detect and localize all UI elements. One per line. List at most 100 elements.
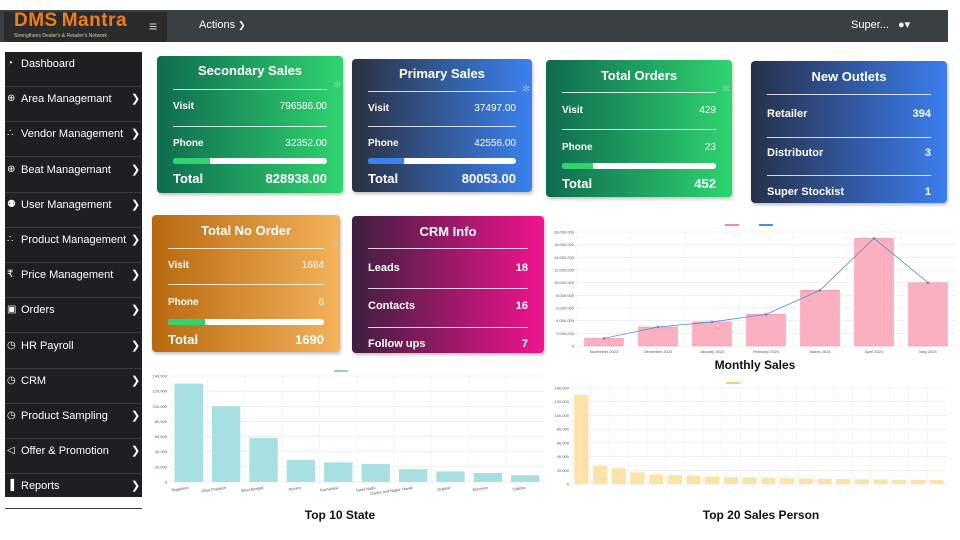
bar bbox=[361, 463, 390, 482]
x-tick-label: West Bengal bbox=[241, 485, 264, 493]
bar bbox=[800, 290, 840, 347]
y-tick-label: 40,000 bbox=[557, 454, 570, 459]
visit-label: Visit bbox=[168, 260, 189, 271]
progress-fill bbox=[562, 163, 593, 169]
y-tick-label: 60,000 bbox=[557, 440, 570, 445]
line-point bbox=[872, 237, 876, 240]
y-tick-label: 0 bbox=[165, 480, 168, 485]
sidebar-item-label: Offer & Promotion bbox=[21, 445, 109, 458]
card-title: Total Orders bbox=[600, 68, 678, 83]
progress-bar bbox=[368, 158, 516, 164]
sidebar-item-hr-payroll[interactable]: ◷ HR Payroll ❯ bbox=[5, 334, 142, 369]
chevron-right-icon: ❯ bbox=[131, 304, 141, 317]
y-tick-label: 80,000 bbox=[557, 427, 570, 432]
bar bbox=[908, 282, 948, 347]
y-tick-label: 20,000 bbox=[557, 468, 570, 473]
sidebar-item-user-management[interactable]: ⚉ User Management ❯ bbox=[5, 193, 142, 228]
total-value: 80053.00 bbox=[461, 171, 516, 186]
legend-swatch bbox=[334, 370, 348, 372]
sidebar-item-orders[interactable]: ▣ Orders ❯ bbox=[5, 298, 142, 334]
actions-menu[interactable]: Actions ❯ bbox=[199, 19, 246, 31]
y-tick-label: 14,000,000 bbox=[554, 255, 575, 260]
distributor-value: 3 bbox=[924, 147, 931, 159]
visit-label: Visit bbox=[368, 103, 389, 114]
total-label: Total bbox=[173, 171, 204, 186]
bar bbox=[630, 472, 645, 484]
divider bbox=[368, 248, 528, 249]
clock-icon: ◷ bbox=[7, 410, 16, 421]
y-tick-label: 80,000 bbox=[155, 419, 168, 424]
sidebar-item-price-management[interactable]: ₹ Price Management ❯ bbox=[5, 263, 142, 299]
followups-value: 7 bbox=[521, 338, 528, 350]
y-tick-label: 16,000,000 bbox=[554, 242, 575, 247]
phone-label: Phone bbox=[562, 142, 593, 153]
retailer-label: Retailer bbox=[767, 108, 808, 120]
bar bbox=[892, 479, 907, 484]
bullhorn-icon: ◁ bbox=[7, 445, 15, 457]
sidebar-item-offer-promotion[interactable]: ◁ Offer & Promotion ❯ bbox=[5, 439, 142, 475]
y-tick-label: 100,000 bbox=[555, 413, 570, 418]
sitemap-icon: ∴ bbox=[7, 234, 14, 245]
sidebar-item-label: Beat Managemant bbox=[21, 163, 111, 176]
y-tick-label: 10,000,000 bbox=[554, 280, 575, 285]
super-stockist-value: 1 bbox=[924, 186, 931, 198]
sidebar-item-label: Product Sampling bbox=[21, 410, 108, 422]
total-no-order-card: Total No Order Visit 1684 Phone 6 Total … bbox=[152, 215, 340, 352]
sidebar-item-beat-managemant[interactable]: ⊕ Beat Managemant ❯ bbox=[5, 158, 142, 193]
y-tick-label: 140,000 bbox=[555, 386, 570, 391]
total-orders-card: Total Orders Visit 429 Phone 23 Total 45… bbox=[546, 60, 732, 197]
divider bbox=[562, 92, 716, 93]
contacts-label: Contacts bbox=[368, 300, 416, 312]
bar bbox=[910, 479, 926, 484]
bar bbox=[473, 472, 503, 482]
sidebar-item-area-managemant[interactable]: ⊕ Area Managemant ❯ bbox=[5, 87, 142, 123]
sidebar-item-crm[interactable]: ◷ CRM ❯ bbox=[5, 369, 142, 404]
sidebar: ◔ Dashboard ⊕ Area Managemant ❯ ∴ Vendor Manag… bbox=[5, 52, 142, 510]
x-tick-label: Nagaland bbox=[171, 485, 189, 492]
x-tick-label: November 2023 bbox=[590, 349, 619, 354]
leads-value: 18 bbox=[515, 262, 528, 274]
bar bbox=[742, 477, 757, 484]
y-tick-label: 140,000 bbox=[153, 374, 168, 379]
sidebar-item-label: Area Managemant bbox=[21, 93, 112, 106]
x-tick-label: Uttar Pradesh bbox=[201, 485, 226, 493]
total-value: 452 bbox=[694, 176, 716, 191]
y-tick-label: 6,000,000 bbox=[556, 306, 575, 311]
sidebar-item-label: CRM bbox=[21, 374, 47, 387]
x-tick-label: Dadra and Nagar Haveli bbox=[370, 485, 413, 496]
card-title: Primary Sales bbox=[398, 66, 485, 81]
chevron-right-icon: ❯ bbox=[131, 198, 141, 211]
x-tick-label: Mizoram bbox=[472, 485, 489, 492]
sidebar-item-label: Price Management bbox=[21, 269, 114, 282]
money-icon: ▣ bbox=[7, 304, 17, 316]
monthly-sales-title: Monthly Sales bbox=[714, 358, 796, 372]
progress-bar bbox=[562, 163, 716, 169]
bar bbox=[779, 478, 795, 484]
hamburger-icon[interactable]: ≡ bbox=[149, 18, 158, 34]
x-tick-label: Assam bbox=[288, 485, 301, 492]
brand-logo[interactable]: DMS Mantra Strengthens Dealer's & Retaile… bbox=[4, 10, 167, 42]
user-icon[interactable]: ●▾ bbox=[898, 19, 911, 31]
y-tick-label: 4,000,000 bbox=[556, 318, 575, 323]
bar bbox=[873, 479, 888, 484]
x-tick-label: March 2024 bbox=[809, 349, 831, 354]
y-tick-label: 0 bbox=[567, 482, 570, 487]
bar bbox=[854, 479, 869, 484]
divider bbox=[368, 126, 516, 127]
chevron-right-icon: ❯ bbox=[131, 339, 141, 352]
phone-label: Phone bbox=[368, 138, 399, 149]
sidebar-item-product-sampling[interactable]: ◷ Product Sampling ❯ bbox=[5, 404, 142, 439]
sidebar-item-product-management[interactable]: ∴ Product Management ❯ bbox=[5, 228, 142, 263]
sidebar-item-dashboard[interactable]: ◔ Dashboard bbox=[5, 52, 142, 87]
bar bbox=[705, 476, 720, 484]
y-tick-label: 12,000,000 bbox=[554, 268, 575, 273]
sidebar-item-vendor-management[interactable]: ∴ Vendor Management ❯ bbox=[5, 122, 142, 158]
total-label: Total bbox=[368, 171, 399, 186]
user-name[interactable]: Super... bbox=[851, 19, 889, 31]
sidebar-item-reports[interactable]: ▐ Reports ❯ bbox=[5, 474, 142, 510]
divider bbox=[767, 175, 931, 176]
total-value: 828938.00 bbox=[265, 171, 327, 186]
bar bbox=[324, 462, 353, 482]
sidebar-item-label: Dashboard bbox=[21, 58, 75, 70]
secondary-sales-card: Secondary Sales Visit 796586.00 Phone 32… bbox=[157, 56, 343, 193]
